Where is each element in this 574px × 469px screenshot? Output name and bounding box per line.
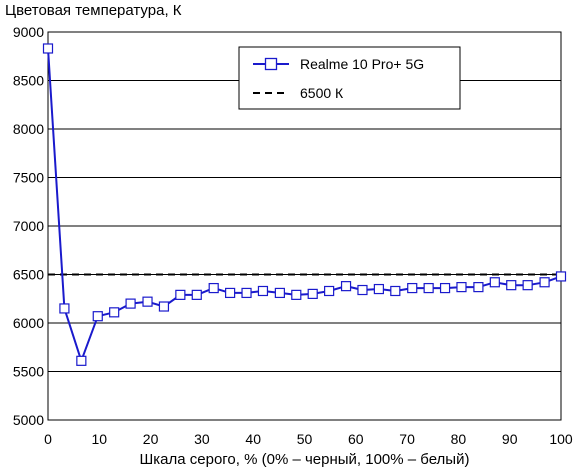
data-point: [555, 271, 567, 282]
data-point: [59, 303, 70, 314]
x-tick-label: 100: [549, 431, 573, 447]
x-tick-label: 10: [92, 431, 108, 447]
legend-label-realme: Realme 10 Pro+ 5G: [300, 56, 424, 72]
grid-lines: [48, 80, 561, 372]
data-point: [191, 289, 202, 300]
x-tick-label: 80: [451, 431, 467, 447]
legend-marker-realme: [264, 57, 278, 71]
series-layer: [42, 43, 567, 366]
data-point: [307, 288, 318, 299]
data-point: [42, 43, 54, 54]
x-tick-label: 20: [143, 431, 159, 447]
data-point: [76, 355, 87, 366]
y-tick-label: 5500: [13, 364, 44, 380]
data-point: [208, 282, 219, 294]
x-tick-label: 70: [399, 431, 415, 447]
data-point: [489, 277, 500, 288]
data-point: [407, 282, 418, 294]
plot-area-frame: [47, 31, 562, 421]
x-tick-label: 40: [245, 431, 261, 447]
data-point: [175, 289, 186, 300]
x-tick-labels: 0 10 20 30 40 50 60 70 80 90 100: [44, 431, 573, 447]
data-point: [324, 285, 335, 297]
y-tick-label: 6500: [13, 267, 44, 283]
data-point: [357, 284, 368, 296]
x-tick-label: 30: [194, 431, 210, 447]
data-point: [539, 277, 550, 288]
y-tick-label: 6000: [13, 315, 44, 331]
data-point: [125, 298, 136, 309]
y-tick-label: 7500: [13, 170, 44, 186]
data-point: [456, 282, 467, 293]
data-point: [390, 285, 401, 297]
data-point: [291, 289, 302, 300]
data-point: [439, 282, 451, 294]
y-tick-label: 7000: [13, 218, 44, 234]
y-tick-labels: 5000 5500 6000 6500 7000 7500 8000 8500 9000: [13, 24, 44, 428]
x-tick-label: 60: [348, 431, 364, 447]
data-point: [142, 296, 153, 307]
data-point: [473, 282, 484, 293]
y-tick-label: 9000: [13, 24, 44, 40]
legend: Realme 10 Pro+ 5G 6500 К: [238, 46, 461, 110]
x-tick-label: 90: [502, 431, 518, 447]
data-point: [274, 287, 285, 299]
data-point: [257, 285, 269, 297]
legend-box: [238, 46, 461, 110]
y-tick-label: 8000: [13, 121, 44, 137]
y-tick-label: 8500: [13, 73, 44, 89]
data-point: [92, 311, 103, 322]
data-point: [158, 301, 170, 312]
data-point: [423, 282, 434, 294]
data-point: [109, 307, 120, 318]
legend-label-6500: 6500 К: [300, 85, 344, 101]
y-axis-label: Цветовая температура, К: [5, 2, 182, 19]
x-tick-label: 50: [297, 431, 313, 447]
y-tick-label: 5000: [13, 412, 44, 428]
data-point: [241, 287, 252, 299]
data-point: [225, 287, 236, 299]
x-axis-label: Шкала серого, % (0% – черный, 100% – бел…: [140, 451, 470, 468]
data-point: [373, 283, 384, 295]
x-tick-label: 0: [44, 431, 52, 447]
data-point: [522, 280, 533, 291]
data-point: [340, 281, 352, 292]
data-point: [506, 280, 517, 291]
